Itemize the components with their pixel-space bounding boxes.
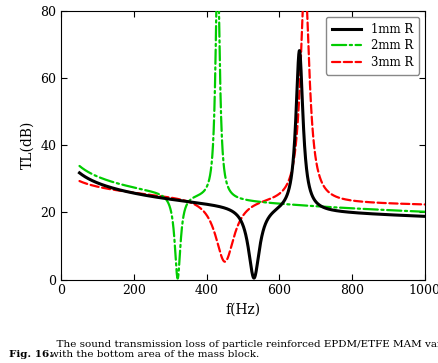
1mm R <box>209 203 214 207</box>
1mm R <box>251 276 257 280</box>
3mm R <box>422 202 427 207</box>
1mm R <box>140 192 145 197</box>
1mm R <box>335 209 340 213</box>
2mm R <box>209 162 214 167</box>
2mm R <box>422 209 427 214</box>
Y-axis label: TL(dB): TL(dB) <box>21 121 35 170</box>
2mm R <box>77 164 82 168</box>
3mm R <box>222 260 227 264</box>
3mm R <box>77 179 82 183</box>
Line: 2mm R: 2mm R <box>80 0 425 278</box>
1mm R <box>284 194 290 198</box>
2mm R <box>284 202 290 207</box>
2mm R <box>361 207 366 211</box>
3mm R <box>209 222 214 227</box>
1mm R <box>361 211 366 216</box>
2mm R <box>335 205 340 210</box>
Line: 1mm R: 1mm R <box>80 50 425 278</box>
Legend: 1mm R, 2mm R, 3mm R: 1mm R, 2mm R, 3mm R <box>326 17 419 75</box>
2mm R <box>140 187 145 192</box>
1mm R <box>302 138 307 142</box>
1mm R <box>77 171 82 175</box>
3mm R <box>140 192 145 196</box>
3mm R <box>361 200 366 204</box>
2mm R <box>302 203 307 208</box>
X-axis label: f(Hz): f(Hz) <box>226 303 261 317</box>
2mm R <box>175 276 180 281</box>
3mm R <box>284 183 290 187</box>
Text: Fig. 16.: Fig. 16. <box>9 350 53 359</box>
1mm R <box>422 214 427 219</box>
3mm R <box>335 195 340 199</box>
Text: The sound transmission loss of particle reinforced EPDM/ETFE MAM varies
with the: The sound transmission loss of particle … <box>50 340 438 359</box>
1mm R <box>297 48 302 53</box>
Line: 3mm R: 3mm R <box>80 0 425 262</box>
